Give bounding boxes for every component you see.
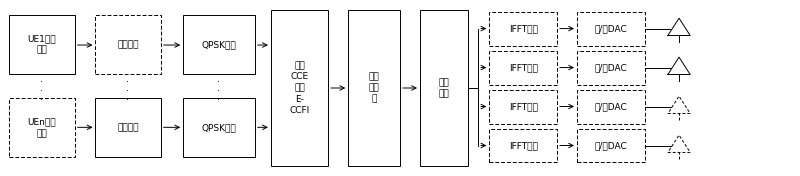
Bar xyxy=(490,129,557,162)
Bar xyxy=(490,90,557,124)
Bar xyxy=(348,10,400,166)
Text: IFFT变换: IFFT变换 xyxy=(509,24,538,33)
Text: 信道编码: 信道编码 xyxy=(118,40,139,49)
Text: UEn控制
信令: UEn控制 信令 xyxy=(28,118,56,138)
Text: IFFT变换: IFFT变换 xyxy=(509,102,538,111)
Text: QPSK调制: QPSK调制 xyxy=(202,123,237,132)
Text: 并/串DAC: 并/串DAC xyxy=(594,141,627,150)
Bar xyxy=(577,12,645,46)
Text: 子载
波映
射: 子载 波映 射 xyxy=(369,72,379,104)
Bar xyxy=(271,10,328,166)
Text: .
.
.: . . . xyxy=(40,74,42,102)
Bar xyxy=(183,15,255,74)
Text: 并/串DAC: 并/串DAC xyxy=(594,63,627,72)
Text: 组合
CCE
形成
E-
CCFI: 组合 CCE 形成 E- CCFI xyxy=(290,61,310,115)
Text: 并/串DAC: 并/串DAC xyxy=(594,102,627,111)
Bar xyxy=(420,10,468,166)
Bar xyxy=(577,129,645,162)
Text: 空间
分集: 空间 分集 xyxy=(438,78,450,98)
Bar xyxy=(490,51,557,84)
Bar xyxy=(183,98,255,157)
Bar xyxy=(577,51,645,84)
Bar xyxy=(10,15,74,74)
Text: 信道编码: 信道编码 xyxy=(118,123,139,132)
Text: IFFT变换: IFFT变换 xyxy=(509,63,538,72)
Text: 并/串DAC: 并/串DAC xyxy=(594,24,627,33)
Text: .
.
.: . . . xyxy=(126,74,129,102)
Bar xyxy=(95,98,161,157)
Text: IFFT变换: IFFT变换 xyxy=(509,141,538,150)
Text: UE1控制
信令: UE1控制 信令 xyxy=(28,35,56,55)
Bar xyxy=(577,90,645,124)
Bar xyxy=(490,12,557,46)
Text: QPSK调制: QPSK调制 xyxy=(202,40,237,49)
Text: .
.
.: . . . xyxy=(217,74,220,102)
Bar xyxy=(95,15,161,74)
Bar xyxy=(10,98,74,157)
